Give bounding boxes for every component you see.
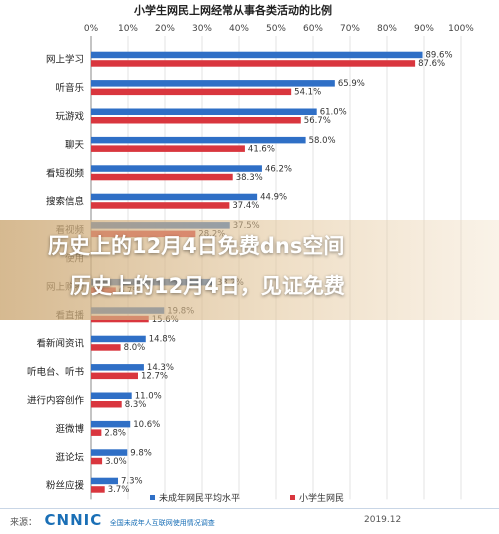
- data-label: 3.0%: [105, 457, 127, 467]
- bar-primary: [91, 88, 292, 96]
- cnnic-logo: CNNIC: [44, 511, 103, 529]
- bar-average: [91, 108, 317, 115]
- bar-average: [91, 80, 335, 87]
- bar-primary: [91, 486, 105, 493]
- bar-primary: [91, 202, 230, 209]
- category-label: 搜索信息: [46, 196, 84, 208]
- data-label: 37.4%: [232, 201, 259, 211]
- data-label: 14.8%: [149, 335, 176, 345]
- category-label: 逛论坛: [55, 451, 84, 463]
- x-tick-label: 0%: [84, 24, 99, 34]
- category-label: 看新闻资讯: [36, 338, 84, 350]
- legend-swatch: [150, 495, 155, 500]
- data-label: 58.0%: [309, 136, 336, 146]
- bar-average: [91, 136, 306, 144]
- data-label: 38.3%: [236, 173, 263, 183]
- data-label: 46.2%: [265, 164, 292, 174]
- bar-primary: [91, 429, 102, 436]
- data-label: 89.6%: [426, 51, 453, 61]
- x-tick-label: 100%: [448, 24, 474, 34]
- data-label: 11.0%: [135, 392, 162, 402]
- data-label: 8.3%: [125, 400, 147, 410]
- data-label: 10.6%: [133, 420, 160, 430]
- data-label: 61.0%: [320, 108, 347, 118]
- bar-primary: [91, 401, 122, 408]
- legend: 未成年网民平均水平 小学生网民: [150, 492, 344, 504]
- category-label: 听音乐: [55, 82, 84, 94]
- category-label: 听电台、听书: [27, 366, 85, 378]
- bar-average: [91, 364, 144, 371]
- data-label: 14.3%: [147, 363, 174, 373]
- bar-primary: [91, 372, 138, 380]
- x-tick-label: 10%: [118, 24, 138, 34]
- banner-subheadline: 历史上的12月4日，见证免费: [70, 274, 345, 298]
- data-label: 87.6%: [418, 59, 445, 69]
- data-label: 65.9%: [338, 79, 365, 89]
- data-label: 9.8%: [130, 448, 152, 458]
- data-label: 54.1%: [294, 88, 321, 98]
- data-label: 2.8%: [104, 428, 126, 438]
- data-label: 7.3%: [121, 477, 143, 487]
- data-label: 8.0%: [124, 343, 146, 353]
- bar-average: [91, 420, 131, 428]
- x-tick-label: 90%: [414, 24, 434, 34]
- category-label: 网上学习: [46, 54, 84, 66]
- category-label: 粉丝应援: [46, 480, 85, 492]
- x-tick-label: 60%: [303, 24, 323, 34]
- bar-primary: [91, 60, 416, 67]
- bar-average: [91, 477, 119, 485]
- bar-average: [91, 307, 165, 314]
- bar-primary: [91, 315, 149, 323]
- bar-average: [91, 392, 132, 399]
- bar-average: [91, 165, 262, 172]
- x-tick-label: 80%: [377, 24, 397, 34]
- x-axis-ticks: 0% 10% 20% 30% 40% 50% 60% 70% 80% 90% 100%: [84, 24, 474, 34]
- legend-swatch: [290, 495, 295, 500]
- data-label: 12.7%: [141, 372, 168, 382]
- category-label: 进行内容创作: [27, 395, 85, 407]
- source-note: 来源： CNNIC 全国未成年人互联网使用情况调查: [10, 511, 215, 529]
- category-label: 看直播: [55, 309, 84, 321]
- banner-headline: 历史上的12月4日免费dns空间: [48, 234, 345, 258]
- data-label: 15.6%: [152, 315, 179, 325]
- bar-average: [91, 335, 146, 343]
- x-tick-label: 30%: [192, 24, 212, 34]
- bar-average: [91, 51, 423, 59]
- legend-label: 小学生网民: [299, 492, 344, 504]
- data-label: 56.7%: [304, 116, 331, 126]
- source-date: 2019.12: [364, 515, 402, 525]
- x-tick-label: 50%: [266, 24, 286, 34]
- x-tick-label: 40%: [229, 24, 249, 34]
- chart-title: 小学生网民上网经常从事各类活动的比例: [133, 3, 332, 17]
- source-name: 全国未成年人互联网使用情况调查: [109, 519, 215, 527]
- bar-average: [91, 449, 128, 456]
- source-label: 来源：: [10, 518, 38, 528]
- category-label: 玩游戏: [55, 111, 84, 123]
- bar-average: [91, 193, 258, 201]
- data-label: 44.9%: [260, 193, 287, 203]
- legend-label: 未成年网民平均水平: [159, 492, 240, 504]
- bar-primary: [91, 457, 103, 465]
- bar-primary: [91, 344, 121, 351]
- data-label: 3.7%: [108, 485, 130, 495]
- bar-average: [91, 222, 230, 229]
- footer-divider: [0, 508, 499, 509]
- bar-primary: [91, 117, 301, 124]
- bar-primary: [91, 145, 245, 152]
- data-label: 41.6%: [248, 144, 275, 154]
- x-tick-label: 70%: [340, 24, 360, 34]
- category-label: 逛微博: [55, 423, 84, 435]
- category-label: 聊天: [65, 139, 85, 151]
- category-label: 看短视频: [46, 167, 85, 179]
- x-tick-label: 20%: [155, 24, 175, 34]
- bar-primary: [91, 173, 233, 181]
